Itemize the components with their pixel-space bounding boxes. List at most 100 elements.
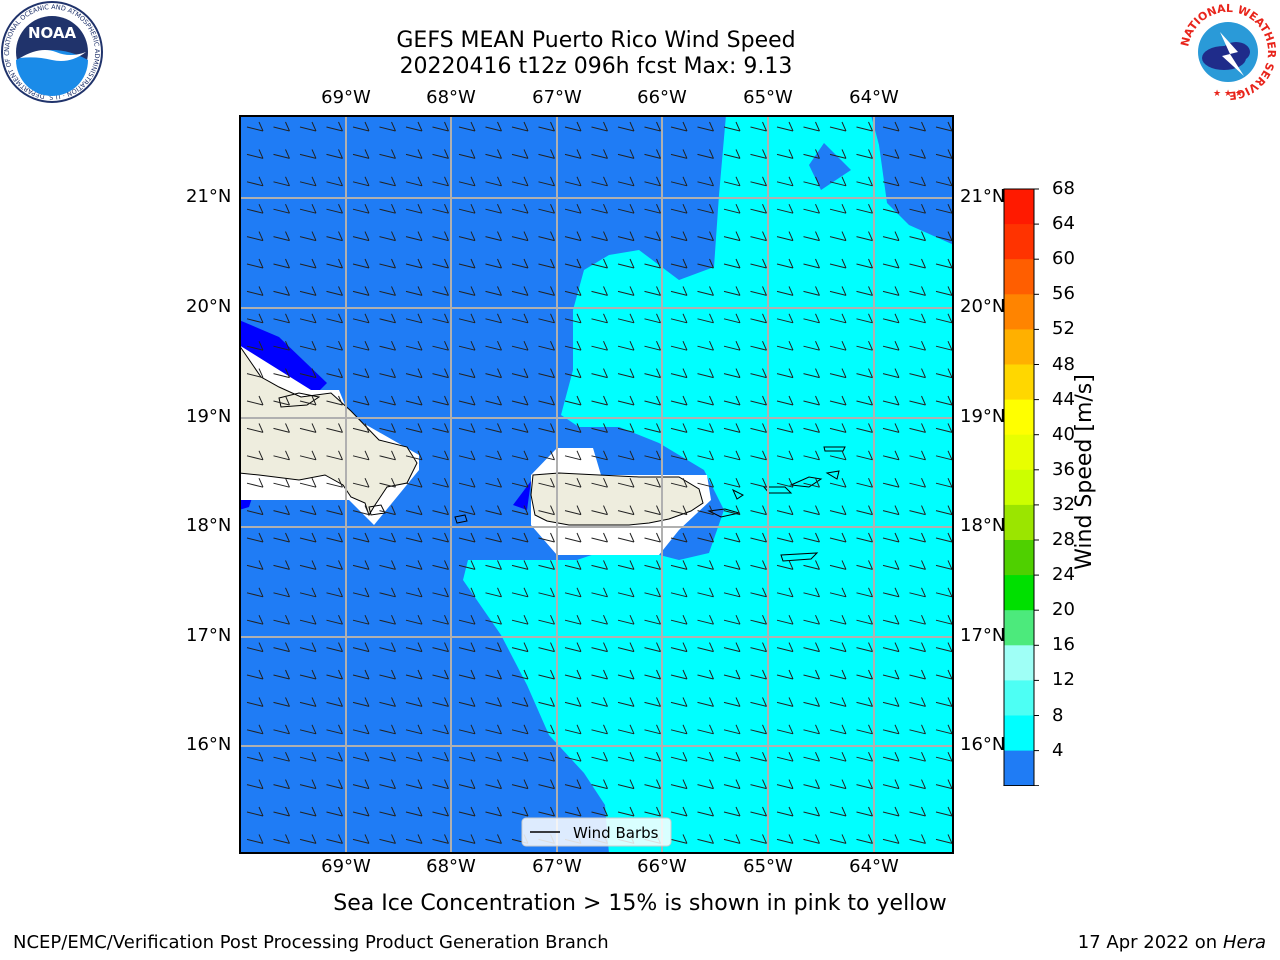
wind-barb xyxy=(458,450,476,461)
wind-barb xyxy=(352,231,370,242)
wind-barb xyxy=(405,121,423,132)
wind-barb xyxy=(246,614,264,625)
wind-barb xyxy=(856,669,873,680)
wind-barb xyxy=(299,724,317,735)
wind-barb xyxy=(246,505,264,516)
wind-barb xyxy=(538,203,555,214)
wind-barb xyxy=(405,149,423,159)
wind-barb xyxy=(670,779,688,790)
wind-barb xyxy=(273,697,290,707)
wind-barb xyxy=(617,477,635,488)
wind-barb xyxy=(803,340,820,351)
wind-barb xyxy=(564,560,582,570)
wind-barb xyxy=(856,450,873,461)
wind-barb xyxy=(564,587,582,598)
wind-barb xyxy=(299,121,317,132)
wind-barb xyxy=(617,313,635,324)
wind-barb xyxy=(379,669,396,680)
wind-barb xyxy=(882,121,900,132)
wind-barb xyxy=(511,340,529,351)
wind-barb xyxy=(379,176,396,187)
wind-barb xyxy=(432,231,449,242)
wind-barb xyxy=(856,724,873,735)
wind-barb xyxy=(697,340,714,351)
wind-barb xyxy=(856,203,873,214)
wind-barb xyxy=(750,203,767,214)
lat-label-right: 18°N xyxy=(960,515,1006,536)
wind-barb xyxy=(856,779,873,790)
wind-barb xyxy=(882,203,900,214)
wind-barb xyxy=(432,176,449,187)
wind-barb xyxy=(246,724,264,735)
wind-barb xyxy=(644,505,661,516)
wind-barb xyxy=(405,477,423,488)
wind-barb xyxy=(803,231,820,242)
wind-barb xyxy=(405,313,423,324)
wind-barb xyxy=(856,149,873,159)
wind-barb xyxy=(564,669,582,680)
wind-barb xyxy=(935,477,953,488)
wind-barb xyxy=(246,587,264,598)
wind-barb xyxy=(485,669,502,680)
colorbar-tick-label: 60 xyxy=(1052,248,1075,270)
wind-barb xyxy=(591,340,608,351)
wind-barb xyxy=(564,477,582,488)
wind-barb xyxy=(538,313,555,324)
wind-barb xyxy=(432,395,449,406)
wind-barb xyxy=(776,751,794,762)
wind-barb xyxy=(697,724,714,735)
wind-barb xyxy=(432,505,449,516)
wind-barb xyxy=(246,313,264,324)
wind-barb xyxy=(723,642,741,653)
wind-barb xyxy=(776,149,794,159)
wind-barb xyxy=(909,505,926,516)
wind-barb xyxy=(485,395,502,406)
lat-label-left: 17°N xyxy=(186,625,232,646)
wind-barb xyxy=(697,587,714,598)
wind-barb xyxy=(935,203,953,214)
wind-barb xyxy=(697,751,714,762)
wind-barb xyxy=(644,477,661,488)
wind-barb xyxy=(935,121,953,132)
wind-barb xyxy=(644,642,661,653)
colorbar-tick-label: 28 xyxy=(1052,529,1075,550)
wind-barb xyxy=(246,286,264,296)
wind-barb xyxy=(750,779,767,790)
wind-barb xyxy=(882,834,900,844)
wind-barb xyxy=(803,121,820,132)
wind-barb xyxy=(538,231,555,242)
wind-barb xyxy=(750,313,767,324)
wind-barb xyxy=(564,286,582,296)
wind-barb xyxy=(432,477,449,488)
wind-barb xyxy=(458,724,476,735)
wind-barb xyxy=(564,231,582,242)
wind-barb xyxy=(326,231,343,242)
lon-label-top: 68°W xyxy=(426,87,476,108)
wind-barb xyxy=(432,834,449,844)
wind-barb xyxy=(352,176,370,187)
wind-barb xyxy=(326,423,343,433)
wind-barb xyxy=(909,176,926,187)
wind-barb xyxy=(432,258,449,269)
wind-barb xyxy=(670,587,688,598)
wind-barb xyxy=(273,395,290,406)
wind-barb xyxy=(326,121,343,132)
wind-barb xyxy=(776,505,794,516)
wind-barb xyxy=(591,505,608,516)
wind-barb xyxy=(591,751,608,762)
wind-barb xyxy=(273,368,290,379)
wind-barb xyxy=(909,313,926,324)
wind-barb xyxy=(485,450,502,461)
wind-barb xyxy=(273,669,290,680)
wind-barb xyxy=(564,258,582,269)
wind-barb xyxy=(458,560,476,570)
wind-barb xyxy=(591,560,608,570)
wind-barb xyxy=(803,642,820,653)
wind-barb xyxy=(326,779,343,790)
wind-barb xyxy=(511,313,529,324)
wind-barb xyxy=(935,697,953,707)
wind-barb xyxy=(564,806,582,817)
wind-barb xyxy=(273,149,290,159)
wind-barb xyxy=(591,477,608,488)
wind-barb xyxy=(299,614,317,625)
